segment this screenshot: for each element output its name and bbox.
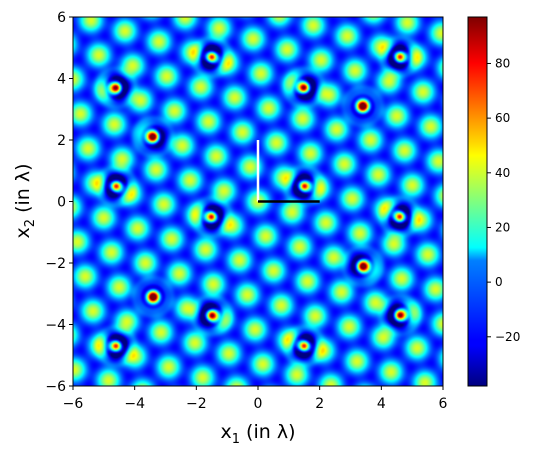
colorbar-tick-label: 40: [495, 166, 510, 180]
y-axis-label: x2 (in λ): [12, 163, 38, 238]
x-tick-label: 4: [377, 396, 386, 412]
y-axis-ticks: −6 −4 −2 0 2 4 6: [45, 10, 73, 395]
colorbar-tick-label: 20: [495, 220, 510, 234]
x-tick-label: −2: [186, 396, 207, 412]
plot-area: [73, 17, 443, 386]
y-tick-label: 6: [57, 10, 66, 26]
x-axis-label-subscript: 1: [232, 432, 240, 447]
y-tick-label: −6: [45, 379, 66, 395]
x-tick-label: 2: [315, 396, 324, 412]
colorbar-ticks: −20 0 20 40 60 80: [487, 56, 520, 344]
colorbar-tick-label: 60: [495, 111, 510, 125]
x-tick-label: 0: [254, 396, 263, 412]
x-axis-label: x1 (in λ): [220, 421, 295, 447]
colorbar-tick-label: −20: [495, 330, 520, 344]
y-axis-label-subscript: 2: [23, 219, 38, 227]
x-tick-label: −6: [63, 396, 84, 412]
y-tick-label: 4: [57, 72, 66, 88]
y-tick-label: 2: [57, 133, 66, 149]
colorbar-tick-label: 80: [495, 56, 510, 70]
x-axis-ticks: −6 −4 −2 0 2 4 6: [63, 386, 448, 412]
y-tick-label: −2: [45, 256, 66, 272]
y-tick-label: 0: [57, 195, 66, 211]
x-tick-label: 6: [439, 396, 448, 412]
x-tick-label: −4: [124, 396, 145, 412]
colorbar-tick-label: 0: [495, 275, 503, 289]
y-tick-label: −4: [45, 318, 66, 334]
colorbar: [467, 16, 488, 387]
